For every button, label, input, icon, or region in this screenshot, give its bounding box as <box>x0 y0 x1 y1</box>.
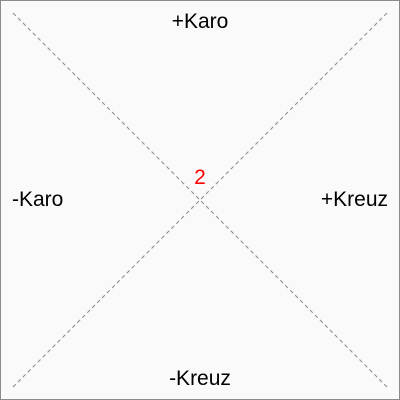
center-value: 2 <box>194 166 206 189</box>
label-bottom: -Kreuz <box>169 367 231 390</box>
label-right: +Kreuz <box>320 188 388 211</box>
label-top: +Karo <box>171 10 229 33</box>
label-left: -Karo <box>12 188 64 211</box>
